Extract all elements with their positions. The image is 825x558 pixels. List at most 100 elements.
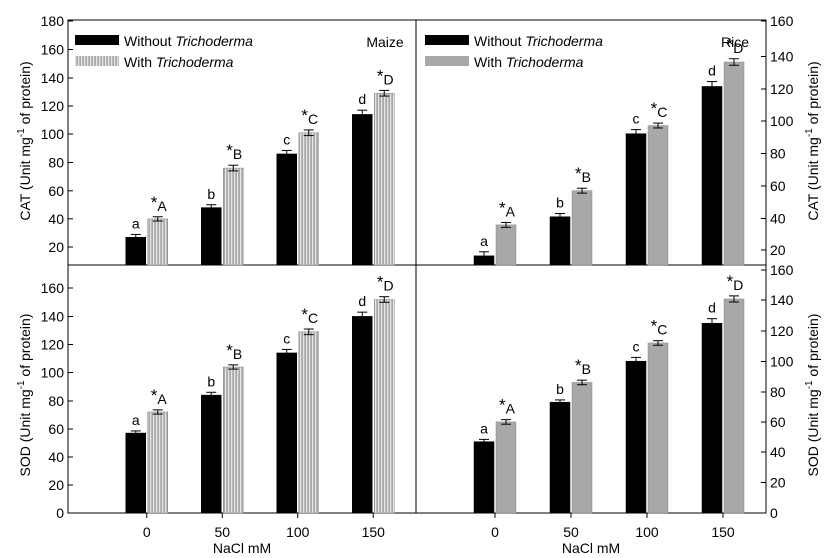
bar-with-trichoderma <box>723 61 745 266</box>
bar-without-trichoderma <box>549 401 571 514</box>
x-tick-label: 0 <box>491 524 499 540</box>
y-tick-label: 20 <box>48 239 64 255</box>
y-tick-label: 80 <box>48 155 64 171</box>
y-tick-label: 40 <box>770 444 786 460</box>
significance-label: b <box>207 186 215 202</box>
y-tick-label: 180 <box>41 13 65 29</box>
y-tick-label: 40 <box>770 211 786 227</box>
y-tick-label: 0 <box>56 505 64 521</box>
y-axis-title-maize-sod: SOD (Unit mg-1 of protein) <box>16 314 33 477</box>
legend-rice: Without Trichoderma With Trichoderma <box>425 33 603 70</box>
y-axis-title-rice-cat: CAT (Unit mg-1 of protein) <box>804 61 821 220</box>
y-tick-label: 120 <box>41 337 65 353</box>
significance-label: *A <box>499 396 516 417</box>
bar-without-trichoderma <box>701 322 723 514</box>
y-tick-label: 120 <box>770 81 794 97</box>
bar-with-trichoderma <box>723 298 745 514</box>
significance-label: *B <box>226 141 242 162</box>
significance-label: a <box>480 233 488 249</box>
bar-with-trichoderma <box>647 125 669 266</box>
y-tick-label: 160 <box>770 262 794 278</box>
y-tick-label: 40 <box>48 449 64 465</box>
significance-label: *A <box>499 198 516 219</box>
x-axis-title-rice: NaCl mM <box>562 540 620 556</box>
panel-maize-sod: 0 20 40 60 80 100 120 140 160 0 a *A 50 b *B 100 c *C 150 d… <box>41 273 395 540</box>
significance-label: d <box>708 300 716 316</box>
legend-label-with: With Trichoderma <box>474 54 584 70</box>
x-tick-label: 0 <box>143 524 151 540</box>
bar-without-trichoderma <box>352 114 373 266</box>
significance-label: *D <box>377 273 394 294</box>
significance-label: d <box>358 91 366 107</box>
bar-with-trichoderma <box>374 92 395 266</box>
y-tick-label: 160 <box>41 42 65 58</box>
significance-label: a <box>132 215 140 231</box>
bar-without-trichoderma <box>201 394 222 514</box>
y-tick-label: 100 <box>41 365 65 381</box>
significance-label: c <box>633 111 640 127</box>
significance-label: d <box>708 63 716 79</box>
panel-maize-cat: 20 40 60 80 100 120 140 160 180 a *A b *B c *C d *D <box>41 13 395 266</box>
y-axis-title-maize-cat: CAT (Unit mg-1 of protein) <box>16 61 33 220</box>
bar-without-trichoderma <box>625 133 647 266</box>
x-tick-label: 150 <box>362 524 386 540</box>
y-tick-label: 160 <box>41 280 65 296</box>
y-tick-label: 60 <box>48 421 64 437</box>
significance-label: *C <box>651 99 668 120</box>
bar-without-trichoderma <box>125 432 146 514</box>
bar-without-trichoderma <box>276 153 297 266</box>
y-tick-label: 120 <box>41 98 65 114</box>
significance-label: *A <box>151 193 168 214</box>
panel-label-maize: Maize <box>366 34 404 50</box>
y-tick-label: 100 <box>770 113 794 129</box>
y-tick-label: 120 <box>770 323 794 339</box>
significance-label: *C <box>301 305 318 326</box>
x-axis-title-maize: NaCl mM <box>213 540 271 556</box>
y-tick-label: 140 <box>41 309 65 325</box>
panel-label-rice: Rice <box>721 34 749 50</box>
y-tick-label: 160 <box>770 13 794 29</box>
y-tick-label: 20 <box>48 477 64 493</box>
y-tick-label: 0 <box>770 505 778 521</box>
bar-with-trichoderma <box>147 411 168 514</box>
significance-label: *D <box>727 35 744 56</box>
bar-without-trichoderma <box>473 441 495 514</box>
bar-with-trichoderma <box>223 366 244 514</box>
y-tick-label: 80 <box>770 146 786 162</box>
significance-label: a <box>132 412 140 428</box>
bar-with-trichoderma <box>223 167 244 266</box>
bar-with-trichoderma <box>374 299 395 514</box>
panel-rice-sod: 0 20 40 60 80 100 120 140 160 0 a *A 50 b *B 100 c *C 150 d… <box>473 262 794 540</box>
bar-with-trichoderma <box>495 421 517 514</box>
significance-label: c <box>283 131 290 147</box>
bar-with-trichoderma <box>147 218 168 266</box>
significance-label: c <box>283 330 290 346</box>
bar-without-trichoderma <box>549 216 571 266</box>
significance-label: *D <box>727 272 744 293</box>
y-tick-label: 140 <box>770 49 794 65</box>
bar-without-trichoderma <box>625 360 647 514</box>
y-axis-title-rice-sod: SOD (Unit mg-1 of protein) <box>804 314 821 477</box>
significance-label: *A <box>151 386 168 407</box>
y-tick-label: 100 <box>41 126 65 142</box>
bar-without-trichoderma <box>352 316 373 514</box>
significance-label: b <box>556 194 564 210</box>
significance-label: c <box>633 338 640 354</box>
significance-label: *B <box>575 164 591 185</box>
significance-label: d <box>358 293 366 309</box>
y-tick-label: 40 <box>48 211 64 227</box>
y-tick-label: 140 <box>41 70 65 86</box>
bar-with-trichoderma <box>298 132 319 266</box>
y-tick-label: 80 <box>770 384 786 400</box>
significance-label: *B <box>575 356 591 377</box>
y-tick-label: 140 <box>770 292 794 308</box>
y-tick-label: 20 <box>770 242 786 258</box>
legend-label-with: With Trichoderma <box>124 54 234 70</box>
bar-with-trichoderma <box>495 224 517 266</box>
legend-maize: Without Trichoderma With Trichoderma <box>75 33 253 70</box>
y-tick-label: 80 <box>48 393 64 409</box>
bar-with-trichoderma <box>571 190 593 266</box>
panel-rice-cat: 20 40 60 80 100 120 140 160 a *A b *B c *C d *D <box>473 13 794 266</box>
significance-label: b <box>556 381 564 397</box>
